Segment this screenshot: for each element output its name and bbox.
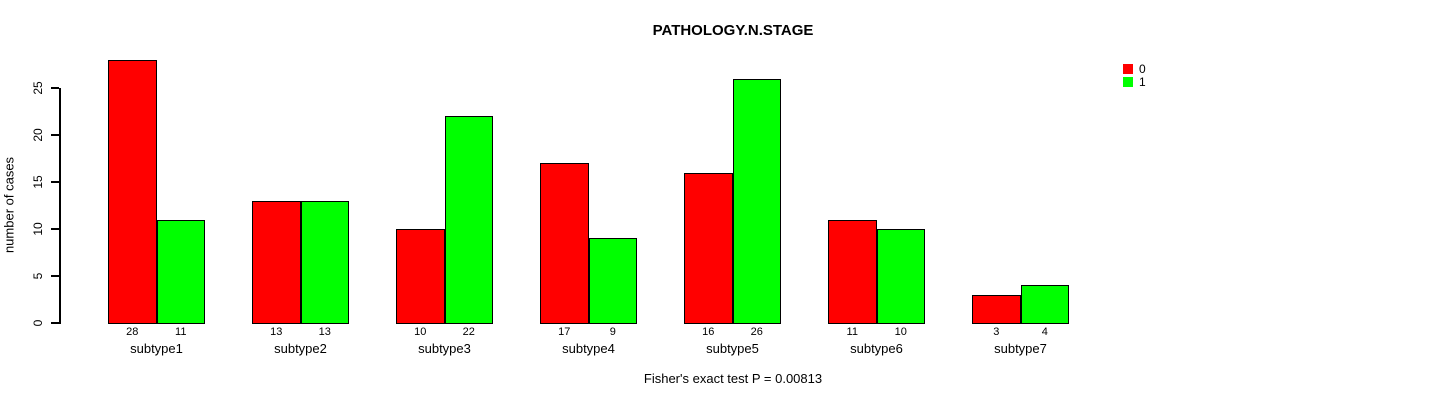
bar-count-label: 17	[558, 326, 571, 338]
y-axis-tick	[51, 87, 59, 89]
bar-count-label: 9	[609, 326, 616, 338]
bar-subtype2-group0	[252, 200, 301, 324]
category-label-subtype5: subtype5	[706, 341, 759, 356]
category-label-subtype2: subtype2	[274, 341, 327, 356]
bar-subtype7-group1	[1020, 285, 1069, 324]
bar-subtype5-group1	[732, 78, 781, 324]
y-axis-tick-label: 20	[31, 128, 45, 142]
legend-label: 1	[1139, 75, 1146, 89]
bar-count-label: 11	[846, 326, 858, 338]
bar-count-label: 11	[175, 326, 187, 338]
bar-count-label: 10	[894, 326, 907, 338]
y-axis-tick	[51, 322, 59, 324]
y-axis-label: number of cases	[1, 156, 17, 254]
bar-subtype5-group0	[684, 172, 733, 324]
y-axis-tick	[51, 134, 59, 136]
bar-subtype2-group1	[300, 200, 349, 324]
category-label-subtype7: subtype7	[994, 341, 1047, 356]
category-label-subtype3: subtype3	[418, 341, 471, 356]
bar-subtype7-group0	[972, 294, 1021, 324]
y-axis-tick-label: 25	[31, 81, 45, 95]
bar-count-label: 13	[318, 326, 331, 338]
legend-item-0: 0	[1123, 62, 1146, 76]
bar-count-label: 28	[126, 326, 139, 338]
bar-subtype6-group0	[828, 219, 877, 324]
fisher-test-annotation: Fisher's exact test P = 0.00813	[643, 371, 823, 386]
bar-count-label: 16	[702, 326, 715, 338]
bar-subtype3-group1	[444, 116, 493, 324]
category-label-subtype1: subtype1	[130, 341, 183, 356]
y-axis-tick-label: 15	[31, 175, 45, 189]
y-axis-tick-label: 10	[31, 222, 45, 236]
bar-count-label: 3	[993, 326, 1000, 338]
category-label-subtype4: subtype4	[562, 341, 615, 356]
legend-swatch-icon	[1123, 77, 1133, 87]
y-axis-tick-label: 5	[31, 272, 45, 280]
y-axis-tick-label: 0	[31, 319, 45, 327]
bar-subtype1-group0	[108, 59, 157, 324]
y-axis-tick	[51, 275, 59, 277]
legend-label: 0	[1139, 62, 1146, 76]
chart-title: PATHOLOGY.N.STAGE	[652, 22, 814, 39]
bar-subtype4-group1	[588, 238, 637, 324]
y-axis-tick	[51, 181, 59, 183]
legend-item-1: 1	[1123, 75, 1146, 89]
bar-subtype1-group1	[156, 219, 205, 324]
category-label-subtype6: subtype6	[850, 341, 903, 356]
bar-count-label: 13	[270, 326, 283, 338]
bar-subtype3-group0	[396, 229, 445, 324]
bar-subtype6-group1	[876, 229, 925, 324]
bar-subtype4-group0	[540, 163, 589, 324]
legend-swatch-icon	[1123, 64, 1133, 74]
y-axis-line	[59, 88, 61, 324]
bar-count-label: 10	[414, 326, 427, 338]
bar-count-label: 4	[1041, 326, 1048, 338]
bar-count-label: 26	[750, 326, 763, 338]
y-axis-tick	[51, 228, 59, 230]
bar-count-label: 22	[462, 326, 475, 338]
